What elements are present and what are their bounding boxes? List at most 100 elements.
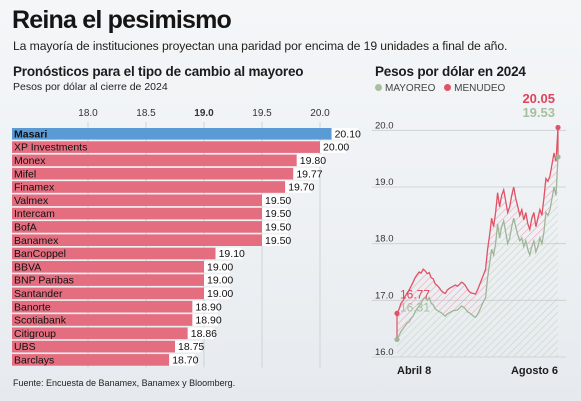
bar-value-label: 19.80 [300, 155, 326, 167]
menudeo-line [396, 127, 559, 314]
bar-chart-title: Pronósticos para el tipo de cambio al ma… [13, 64, 304, 79]
bar-x-tick-label: 20.0 [310, 108, 330, 119]
bar [12, 327, 188, 340]
mayoreo-start-label: 16.31 [400, 300, 430, 314]
bar-value-box [285, 181, 312, 193]
series-end-point [555, 154, 561, 160]
bar [12, 221, 262, 233]
series-start-point [394, 310, 400, 316]
bar-value-label: 19.00 [207, 275, 233, 287]
legend-item-menudeo: MENUDEO [444, 83, 505, 94]
bar-value-box [262, 207, 288, 220]
bar-category-label: XP Investments [14, 142, 87, 154]
bar-x-tick-label: 18.0 [78, 108, 98, 119]
bar-value-label: 18.90 [195, 301, 221, 313]
bar-x-tick-label: 18.5 [136, 108, 156, 119]
bar-category-label: Citigroup [14, 328, 56, 340]
line-chart-legend: MAYOREO MENUDEO [375, 83, 511, 94]
legend-label-mayoreo: MAYOREO [385, 83, 436, 94]
bar-value-box [204, 287, 230, 300]
bar-category-label: Barclays [14, 355, 54, 367]
bar [12, 181, 286, 193]
source-note: Fuente: Encuesta de Banamex, Banamex y B… [13, 378, 236, 388]
bar-category-label: Finamex [14, 182, 55, 194]
bar-value-label: 19.00 [207, 288, 233, 300]
menudeo-start-label: 16.77 [400, 287, 430, 301]
bar-value-label: 20.00 [323, 142, 349, 154]
bar-category-label: BofA [14, 222, 37, 234]
bar-category-label: BBVA [14, 261, 41, 273]
page-subtitle: La mayoría de instituciones proyectan un… [13, 39, 508, 53]
bar-chart-subtitle: Pesos por dólar al cierre de 2024 [13, 81, 168, 93]
bar-value-box [192, 300, 219, 313]
legend-label-menudeo: MENUDEO [454, 83, 506, 94]
bar-value-box [187, 327, 214, 340]
bar-value-box [192, 314, 219, 326]
line-y-tick-label: 18.0 [375, 234, 394, 245]
bar-category-label: Monex [14, 155, 46, 167]
line-x-tick-label: Abril 8 [397, 365, 431, 377]
bar-value-label: 19.77 [296, 168, 322, 180]
bar-value-box [262, 221, 288, 233]
bar-category-label: Intercam [14, 208, 55, 220]
mayoreo-area [397, 157, 558, 357]
bar-value-label: 18.90 [195, 315, 221, 327]
bar-value-label: 18.75 [178, 341, 204, 353]
page-title: Reina el pesimismo [12, 6, 232, 34]
bar [12, 247, 216, 260]
bar-value-box [169, 354, 196, 366]
bar [12, 128, 332, 140]
bar-category-label: Santander [14, 288, 63, 300]
bar [12, 167, 294, 180]
bar-value-label: 19.50 [265, 235, 291, 247]
bar-value-label: 19.50 [265, 195, 291, 207]
bar [12, 141, 320, 153]
legend-dot-menudeo [444, 84, 452, 91]
bar-value-label: 20.10 [335, 128, 361, 140]
bar [12, 314, 193, 326]
bar [12, 207, 262, 220]
bar-value-box [320, 141, 346, 153]
bar-category-label: Masari [14, 128, 47, 140]
bar [12, 354, 170, 366]
bar-category-label: BanCoppel [14, 248, 66, 260]
bar [12, 234, 262, 246]
bar-category-label: Mifel [14, 168, 36, 180]
bar-x-tick-label: 19.0 [194, 108, 214, 119]
line-y-tick-label: 19.0 [375, 177, 394, 188]
bar [12, 261, 204, 273]
bar-value-label: 18.86 [191, 328, 217, 340]
bar-value-box [204, 261, 230, 273]
bar-value-label: 19.10 [219, 248, 245, 260]
series-start-point [394, 336, 400, 343]
bar [12, 287, 204, 300]
bar-value-label: 19.50 [265, 222, 291, 234]
bar [12, 154, 297, 167]
bar-value-box [296, 154, 323, 167]
bar-category-label: UBS [14, 341, 36, 353]
line-y-tick-label: 17.0 [375, 290, 394, 301]
bar [12, 300, 193, 313]
bar [12, 194, 262, 207]
line-y-tick-label: 16.0 [375, 347, 394, 358]
bar-value-label: 19.70 [288, 182, 314, 194]
bar-value-box [293, 167, 320, 180]
legend-item-mayoreo: MAYOREO [375, 83, 435, 94]
line-chart-title: Pesos por dólar en 2024 [375, 64, 526, 79]
menudeo-end-label: 20.05 [522, 91, 555, 106]
bar-value-box [175, 340, 201, 353]
bar-value-label: 18.70 [172, 355, 198, 367]
bar-value-box [262, 234, 288, 246]
bar-x-tick-label: 19.5 [252, 108, 272, 119]
bar-category-label: BNP Paribas [14, 275, 74, 287]
bar [12, 340, 175, 353]
line-y-tick-label: 20.0 [375, 120, 394, 131]
bar-value-box [204, 274, 230, 286]
bar-value-box [262, 194, 288, 207]
line-x-tick-label: Agosto 6 [511, 365, 558, 377]
series-end-point [555, 124, 561, 131]
bar-value-box [331, 128, 358, 140]
bar-category-label: Valmex [14, 195, 49, 207]
